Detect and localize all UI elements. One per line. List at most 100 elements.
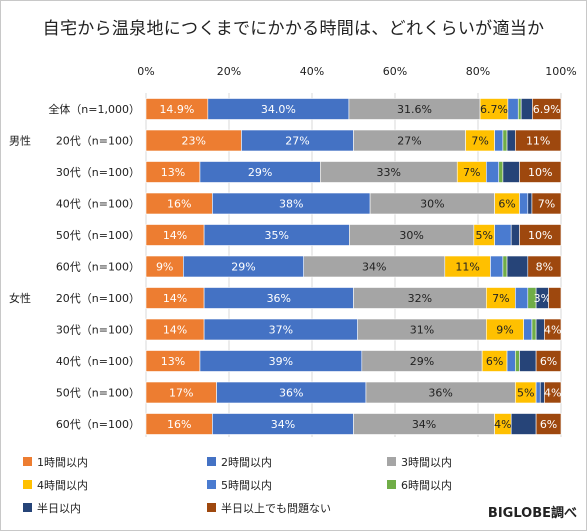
legend-swatch <box>207 457 216 466</box>
data-label: 6.9% <box>533 103 561 116</box>
bar-segment <box>535 350 562 372</box>
bar-segment <box>532 98 562 120</box>
bar-segment <box>510 224 520 246</box>
bar-segment <box>517 98 522 120</box>
data-label: 13% <box>161 355 185 368</box>
category-label: 30代（n=100） <box>56 166 140 179</box>
bar-segment <box>519 192 529 215</box>
legend-swatch <box>207 503 216 512</box>
legend-swatch <box>23 457 32 466</box>
legend-label: 6時間以内 <box>401 478 452 492</box>
category-label: 60代（n=100） <box>56 418 140 431</box>
data-label: 9% <box>156 261 173 274</box>
data-label: 29% <box>231 261 255 274</box>
x-tick-label: 20% <box>217 65 241 78</box>
data-label: 7% <box>463 166 480 179</box>
bar-segment <box>527 255 562 278</box>
data-label: 6% <box>486 355 503 368</box>
bar-segment <box>515 350 520 372</box>
bar-segment <box>519 350 537 372</box>
category-label: 40代（n=100） <box>56 355 140 368</box>
bar-segment <box>515 129 562 152</box>
data-label: 11% <box>455 261 479 274</box>
data-label: 14% <box>163 229 187 242</box>
bar-segment <box>548 287 562 309</box>
category-label: 全体（n=1,000） <box>48 102 140 116</box>
legend-label: 半日以上でも問題ない <box>221 501 331 515</box>
bar-segment <box>494 224 512 246</box>
legend-label: 半日以内 <box>37 501 81 515</box>
legend-label: 1時間以内 <box>37 455 88 469</box>
bar-segment <box>490 255 504 278</box>
x-tick-label: 0% <box>137 65 154 78</box>
data-label: 31.6% <box>397 103 432 116</box>
legend-swatch <box>23 503 32 512</box>
bar-segment <box>515 287 529 309</box>
bar-segment <box>535 381 541 404</box>
x-tick-label: 100% <box>545 65 576 78</box>
data-label: 35% <box>264 229 288 242</box>
bar-segment <box>519 224 562 246</box>
data-label: 30% <box>399 229 423 242</box>
bar-segment <box>531 192 562 215</box>
data-label: 16% <box>167 198 191 211</box>
data-label: 30% <box>420 198 444 211</box>
data-label: 3% <box>534 292 551 305</box>
data-label: 36% <box>267 292 291 305</box>
legend-swatch <box>387 480 396 489</box>
category-label: 50代（n=100） <box>56 229 140 242</box>
bar-segment <box>535 413 562 435</box>
data-label: 23% <box>181 135 205 148</box>
legend-label: 2時間以内 <box>221 455 272 469</box>
bar-segment <box>506 129 516 152</box>
data-label: 33% <box>377 166 401 179</box>
data-label: 6% <box>498 198 515 211</box>
legend-label: 3時間以内 <box>401 455 452 469</box>
bar-segment <box>507 98 519 120</box>
data-label: 34% <box>362 261 386 274</box>
bar-segment <box>485 161 500 183</box>
data-label: 17% <box>169 387 193 400</box>
bar-segment <box>494 129 504 152</box>
data-label: 34% <box>271 418 295 431</box>
data-label: 11% <box>526 135 550 148</box>
data-label: 6.7% <box>480 103 508 116</box>
data-label: 37% <box>269 324 293 337</box>
data-label: 38% <box>279 198 303 211</box>
data-label: 4% <box>544 387 561 400</box>
legend-swatch <box>387 457 396 466</box>
data-label: 39% <box>269 355 293 368</box>
group-label: 女性 <box>9 291 31 305</box>
bar-segment <box>506 350 516 372</box>
bar-segment <box>527 192 533 215</box>
legend-swatch <box>207 480 216 489</box>
data-label: 10% <box>528 166 552 179</box>
data-label: 6% <box>540 355 557 368</box>
data-label: 9% <box>496 324 513 337</box>
data-label: 14.9% <box>159 103 194 116</box>
data-label: 13% <box>161 166 185 179</box>
data-label: 10% <box>528 229 552 242</box>
x-tick-label: 80% <box>466 65 490 78</box>
data-label: 14% <box>163 324 187 337</box>
source-credit: BIGLOBE調べ <box>487 506 577 521</box>
data-label: 6% <box>540 418 557 431</box>
data-label: 4% <box>494 418 511 431</box>
data-label: 34% <box>412 418 436 431</box>
category-label: 20代（n=100） <box>56 292 140 305</box>
data-label: 7% <box>471 135 488 148</box>
category-label: 20代（n=100） <box>56 135 140 148</box>
data-label: 29% <box>410 355 434 368</box>
bar-segment <box>544 318 562 341</box>
data-label: 29% <box>248 166 272 179</box>
data-label: 14% <box>163 292 187 305</box>
category-label: 40代（n=100） <box>56 198 140 211</box>
bar-segment <box>544 381 562 404</box>
data-label: 27% <box>285 135 309 148</box>
bar-segment <box>502 255 508 278</box>
category-label: 60代（n=100） <box>56 261 140 274</box>
data-label: 32% <box>408 292 432 305</box>
bar-segment <box>502 129 508 152</box>
bar-segment <box>498 161 504 183</box>
